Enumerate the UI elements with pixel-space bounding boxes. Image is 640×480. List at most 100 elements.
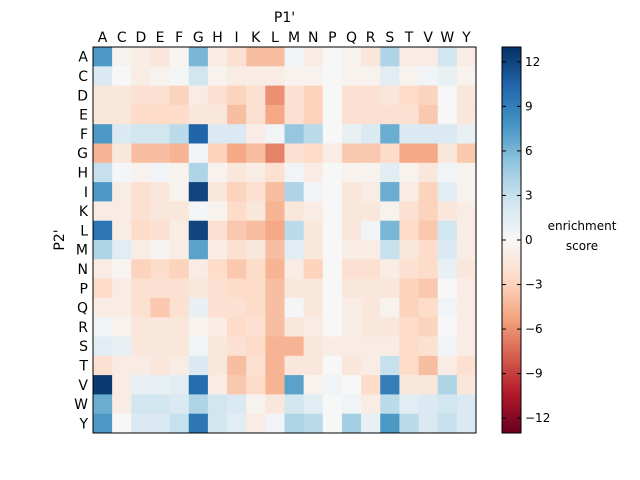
- heatmap-cell-S-N: [303, 336, 324, 357]
- heatmap-cell-L-H: [207, 220, 228, 241]
- heatmap-cell-A-G: [188, 47, 209, 67]
- heatmap-cell-D-W: [437, 85, 458, 106]
- heatmap-cell-W-T: [399, 394, 419, 415]
- heatmap-cell-T-F: [169, 355, 190, 376]
- heatmap-cell-L-G: [188, 220, 209, 241]
- heatmap-cell-W-Q: [341, 394, 362, 415]
- heatmap-cell-R-T: [399, 317, 419, 337]
- heatmap-cell-P-Y: [456, 278, 477, 299]
- heatmap-cell-E-D: [131, 104, 151, 125]
- heatmap-cell-A-K: [246, 47, 266, 67]
- colorbar-label-line2: score: [566, 239, 598, 253]
- y-tick-label: L: [80, 223, 88, 239]
- x-tick-label: V: [423, 30, 433, 46]
- heatmap-cell-S-W: [437, 336, 458, 357]
- heatmap-cell-I-G: [188, 182, 209, 202]
- heatmap-cell-W-I: [227, 394, 247, 415]
- y-tick-label: N: [78, 262, 88, 278]
- heatmap-cell-F-Q: [341, 124, 362, 144]
- heatmap-cell-Y-F: [169, 413, 190, 434]
- heatmap-cell-V-D: [131, 375, 151, 395]
- heatmap-cell-I-S: [380, 182, 400, 202]
- heatmap-cell-W-R: [361, 394, 381, 415]
- heatmap-cell-D-T: [399, 85, 419, 106]
- heatmap-cell-M-M: [284, 240, 305, 260]
- heatmap-cell-S-L: [265, 336, 285, 357]
- heatmap-cell-A-R: [361, 47, 381, 67]
- heatmap-cell-G-C: [112, 143, 132, 164]
- heatmap-cell-K-R: [361, 201, 381, 222]
- heatmap-cell-Q-L: [265, 297, 285, 318]
- heatmap-cell-C-F: [169, 66, 190, 86]
- heatmap-cell-T-W: [437, 355, 458, 376]
- heatmap-cell-Q-S: [380, 297, 400, 318]
- heatmap-cell-N-E: [150, 259, 170, 279]
- heatmap-cell-R-S: [380, 317, 400, 337]
- heatmap-cell-I-K: [246, 182, 266, 202]
- heatmap-cell-V-R: [361, 375, 381, 395]
- heatmap-cell-G-L: [265, 143, 285, 164]
- heatmap-cell-A-S: [380, 47, 400, 67]
- heatmap-cell-Q-E: [150, 297, 170, 318]
- heatmap-cell-A-T: [399, 47, 419, 67]
- heatmap-cell-N-S: [380, 259, 400, 279]
- y-tick-label: T: [78, 358, 88, 374]
- heatmap-cell-W-K: [246, 394, 266, 415]
- heatmap-cell-D-K: [246, 85, 266, 106]
- heatmap-cell-Q-R: [361, 297, 381, 318]
- y-tick-label: I: [84, 185, 88, 201]
- heatmap-cell-Y-M: [284, 413, 305, 434]
- y-tick-label: P: [80, 281, 88, 297]
- heatmap-cell-F-S: [380, 124, 400, 144]
- heatmap-cell-R-I: [227, 317, 247, 337]
- heatmap-cell-D-N: [303, 85, 324, 106]
- x-tick-label: D: [135, 30, 146, 46]
- heatmap-cell-V-I: [227, 375, 247, 395]
- heatmap-cell-A-L: [265, 47, 285, 67]
- heatmap-cell-D-M: [284, 85, 305, 106]
- heatmap-cell-E-Y: [456, 104, 477, 125]
- heatmap-cell-R-H: [207, 317, 228, 337]
- heatmap-cell-I-V: [418, 182, 439, 202]
- heatmap-cell-S-P: [322, 336, 343, 357]
- heatmap-cell-Y-T: [399, 413, 419, 434]
- heatmap-cell-I-F: [169, 182, 190, 202]
- heatmap-cell-H-V: [418, 162, 439, 183]
- heatmap-cell-G-F: [169, 143, 190, 164]
- heatmap-cell-I-N: [303, 182, 324, 202]
- heatmap-cell-H-S: [380, 162, 400, 183]
- heatmap-cell-M-T: [399, 240, 419, 260]
- heatmap-cell-A-D: [131, 47, 151, 67]
- colorbar-ticks: 12 9 6 3 0 −3 −6 −9 −12: [502, 55, 550, 425]
- heatmap-cell-P-W: [437, 278, 458, 299]
- heatmap-cell-K-A: [93, 201, 113, 222]
- heatmap-cell-K-C: [112, 201, 132, 222]
- heatmap-cell-H-D: [131, 162, 151, 183]
- heatmap-cell-V-T: [399, 375, 419, 395]
- heatmap-cell-E-G: [188, 104, 209, 125]
- colorbar-tick-label: 12: [525, 55, 540, 69]
- heatmap-cell-H-R: [361, 162, 381, 183]
- heatmap-cell-E-K: [246, 104, 266, 125]
- heatmap-cell-K-D: [131, 201, 151, 222]
- heatmap-cell-P-M: [284, 278, 305, 299]
- heatmap-cell-I-E: [150, 182, 170, 202]
- heatmap-cell-E-L: [265, 104, 285, 125]
- heatmap-cell-I-M: [284, 182, 305, 202]
- heatmap-cell-V-V: [418, 375, 439, 395]
- heatmap-cell-E-M: [284, 104, 305, 125]
- y-tick-label: M: [76, 243, 88, 259]
- heatmap-cell-N-K: [246, 259, 266, 279]
- heatmap-cell-A-Y: [456, 47, 477, 67]
- heatmap-cell-H-E: [150, 162, 170, 183]
- heatmap-cell-K-F: [169, 201, 190, 222]
- heatmap-cell-L-M: [284, 220, 305, 241]
- heatmap-cell-D-I: [227, 85, 247, 106]
- heatmap-cell-G-A: [93, 143, 113, 164]
- colorbar-tick-label: −9: [525, 367, 543, 381]
- heatmap-cell-M-W: [437, 240, 458, 260]
- heatmap-cell-T-L: [265, 355, 285, 376]
- heatmap-cell-C-W: [437, 66, 458, 86]
- heatmap-cell-D-C: [112, 85, 132, 106]
